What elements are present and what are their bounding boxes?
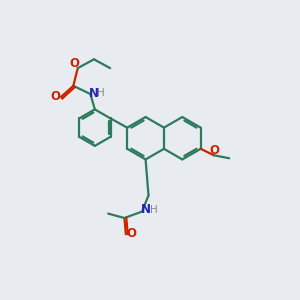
Text: O: O xyxy=(69,57,79,70)
Text: H: H xyxy=(150,205,158,215)
Text: H: H xyxy=(98,88,105,98)
Text: O: O xyxy=(51,90,61,103)
Text: N: N xyxy=(89,87,99,100)
Text: O: O xyxy=(209,144,219,157)
Text: O: O xyxy=(126,227,136,240)
Text: N: N xyxy=(141,203,151,216)
